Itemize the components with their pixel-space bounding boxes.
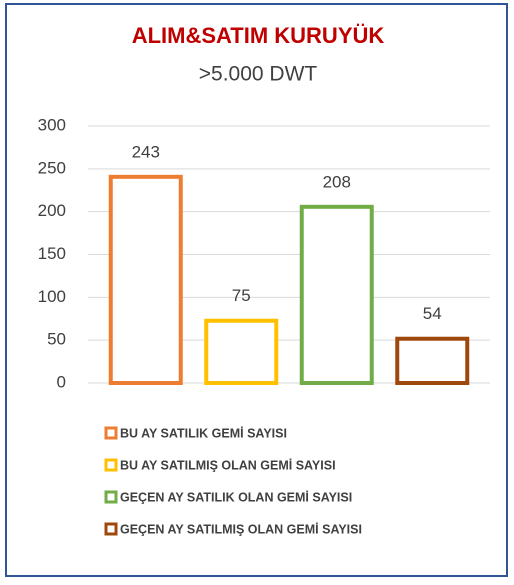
legend-swatch bbox=[104, 522, 118, 536]
bar bbox=[204, 318, 279, 385]
y-tick-label: 100 bbox=[38, 287, 66, 306]
y-tick-label: 0 bbox=[57, 372, 66, 391]
y-tick-label: 150 bbox=[38, 244, 66, 263]
legend-swatch bbox=[104, 458, 118, 472]
chart-title: ALIM&SATIM KURUYÜK bbox=[132, 23, 385, 48]
y-tick-label: 200 bbox=[38, 201, 66, 220]
y-tick-label: 250 bbox=[38, 158, 66, 177]
legend-swatch bbox=[104, 426, 118, 440]
frame bbox=[5, 3, 508, 577]
y-tick-label: 50 bbox=[47, 330, 66, 349]
bar bbox=[395, 336, 470, 385]
legend-swatch bbox=[104, 490, 118, 504]
legend-label: GEÇEN AY SATILMIŞ OLAN GEMİ SAYISI bbox=[120, 521, 362, 536]
data-label: 54 bbox=[423, 304, 442, 323]
legend-label: BU AY SATILIK GEMİ SAYISI bbox=[120, 425, 287, 440]
bar bbox=[108, 174, 183, 385]
data-label: 75 bbox=[232, 286, 251, 305]
data-label: 243 bbox=[132, 142, 160, 161]
chart-subtitle: >5.000 DWT bbox=[199, 63, 318, 86]
legend-label: BU AY SATILMIŞ OLAN GEMİ SAYISI bbox=[120, 457, 336, 472]
bar bbox=[299, 204, 374, 385]
legend-label: GEÇEN AY SATILIK OLAN GEMİ SAYISI bbox=[120, 489, 352, 504]
data-label: 208 bbox=[323, 172, 351, 191]
y-tick-label: 300 bbox=[38, 115, 66, 134]
